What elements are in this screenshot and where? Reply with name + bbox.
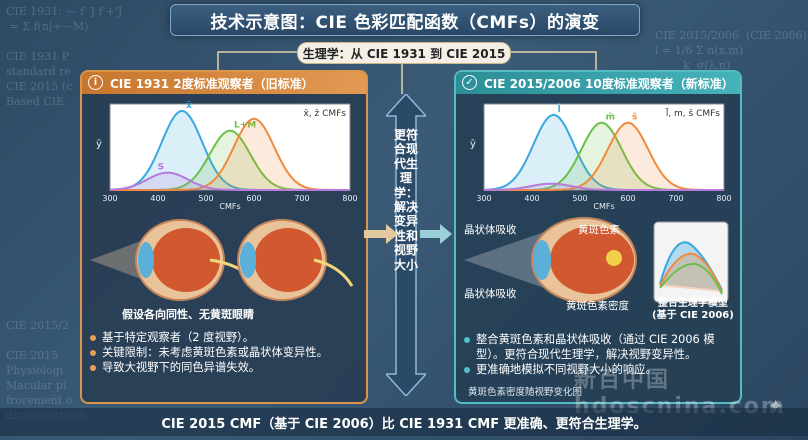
left-bullet-2: 关键限制：未考虑黄斑色素或晶状体变异性。	[90, 345, 358, 360]
eye-lens-right	[533, 240, 551, 280]
chart1-series-line-2	[110, 117, 350, 191]
lens-label: 晶状体吸收	[464, 224, 517, 236]
chart1-series-label-0: x̄	[186, 101, 192, 111]
eye-retina-2	[254, 228, 322, 292]
eye-caption-left: 假设各向同性、无黄斑眼睛	[122, 308, 254, 321]
chart1-xtick-4: 700	[294, 194, 309, 203]
right-panel-header-text: CIE 2015/2006 10度标准观察者（新标准）	[484, 76, 734, 91]
chart1-series-line-3	[109, 171, 350, 191]
right-panel-cie2015: ✓ CIE 2015/2006 10度标准观察者（新标准） 300 400 500 6…	[454, 70, 742, 404]
chart2-xtick-0: 300	[476, 194, 491, 203]
chart1-series-label-3: S	[158, 163, 164, 173]
right-panel-header: ✓ CIE 2015/2006 10度标准观察者（新标准）	[456, 72, 740, 94]
chart2-series-label-1: m̄	[606, 113, 615, 123]
chart1-series-fill-0	[110, 110, 350, 190]
chart1-xtick-3: 600	[246, 194, 261, 203]
chart1-xtick-5: 800	[342, 194, 357, 203]
model-graph-box	[653, 221, 729, 303]
eye-retina-right	[550, 226, 634, 294]
chart2-series-line-3	[484, 182, 724, 191]
page-title: 技术示意图：CIE 色彩匹配函数（CMFs）的演变	[210, 12, 600, 33]
right-bullet-2: 更准确地模拟不同视野大小的响应。	[464, 362, 732, 377]
title-bar: 技术示意图：CIE 色彩匹配函数（CMFs）的演变	[170, 4, 640, 36]
bg-formula-left: CIE 1931: — f' J f'+'J = Σ f(n|+—M) CIE …	[6, 5, 123, 108]
check-icon: ✓	[462, 75, 477, 90]
eye-illustration-left	[90, 219, 354, 301]
eye-lens-1	[138, 242, 154, 278]
model-label: 整合生理学模型 (基于 CIE 2006)	[652, 298, 734, 321]
chart1-xlabel: CMFs	[219, 202, 240, 210]
chart1-series-fill-1	[110, 130, 350, 190]
chart2-xtick-4: 700	[668, 194, 683, 203]
chart-cie2015: 300 400 500 600 700 800 ȳ CMFs l̄ m̄ s̄ l̄, m, s̄ C…	[464, 98, 732, 210]
chart2-legend: l̄, m, s̄ CMFs	[665, 107, 720, 119]
subtitle-connectors	[217, 51, 597, 94]
eye-illustration-right	[464, 217, 729, 303]
chart2-series-fill-0	[484, 114, 724, 190]
right-bullets: 整合黄斑色素和晶状体吸收（通过 CIE 2006 模型）。更符合现代生理学，解决…	[464, 332, 732, 377]
chart1-legend: x̄, z̄ CMFs	[303, 109, 346, 119]
left-bullets: 基于特定观察者（2 度视野）。 关键限制：未考虑黄斑色素或晶状体变异性。 导致大…	[90, 330, 358, 375]
right-bottom-note: 黄斑色素密度随视野变化图	[468, 387, 583, 398]
chart1-ylabel: ȳ	[96, 139, 102, 150]
chart-cie2015-svg: 300 400 500 600 700 800 ȳ CMFs l̄ m̄ s̄ l̄, m, s̄ C…	[470, 103, 732, 210]
left-panel-header-text: CIE 1931 2度标准观察者（旧标准）	[110, 76, 314, 91]
chart1-series-fill-2	[110, 118, 350, 190]
info-icon: i	[88, 75, 103, 90]
center-arrow-text: 更符合现代生理学：解决变异性和视野大小	[393, 128, 418, 272]
chart1-plot-area	[109, 103, 351, 191]
chart2-xtick-1: 400	[524, 194, 539, 203]
chart1-series-fill-3	[110, 172, 350, 190]
eye-retina-1	[152, 228, 220, 292]
chart2-ylabel: ȳ	[470, 139, 476, 150]
subtitle-text: 生理学：从 CIE 1931 到 CIE 2015	[302, 46, 506, 61]
right-bullet-1: 整合黄斑色素和晶状体吸收（通过 CIE 2006 模型）。更符合现代生理学，解决…	[464, 332, 732, 362]
chart2-series-label-2: s̄	[632, 113, 637, 123]
density-label: 黄斑色素密度	[566, 300, 629, 312]
footer-text: CIE 2015 CMF（基于 CIE 2006）比 CIE 1931 CMF …	[161, 416, 647, 432]
subtitle: 生理学：从 CIE 1931 到 CIE 2015	[297, 42, 511, 64]
left-bullet-3: 导致大视野下的同色异谱失效。	[90, 360, 358, 375]
footer-banner: CIE 2015 CMF（基于 CIE 2006）比 CIE 1931 CMF …	[0, 408, 808, 436]
chart2-xtick-3: 600	[620, 194, 635, 203]
lens-label-2: 晶状体吸收	[464, 288, 517, 300]
macular-label: 黄斑色素	[578, 224, 620, 236]
left-panel-cie1931: i CIE 1931 2度标准观察者（旧标准） 300 400 500 600 700 8…	[80, 70, 368, 404]
left-to-center-arrow	[364, 224, 452, 244]
macula-spot	[606, 250, 622, 266]
chart1-xtick-0: 300	[102, 194, 117, 203]
chart2-xtick-5: 800	[716, 194, 731, 203]
chart1-xtick-1: 400	[150, 194, 165, 203]
left-panel-header: i CIE 1931 2度标准观察者（旧标准）	[82, 72, 366, 94]
chart2-series-label-0: l̄	[557, 103, 561, 115]
chart2-xlabel: CMFs	[593, 202, 614, 210]
chart2-plot-area	[483, 103, 725, 191]
chart2-series-fill-3	[484, 183, 724, 190]
chart2-xtick-2: 500	[572, 194, 587, 203]
light-beam-right	[464, 232, 544, 288]
eye-lens-2	[240, 242, 256, 278]
chart2-series-fill-2	[484, 122, 724, 190]
left-bullet-1: 基于特定观察者（2 度视野）。	[90, 330, 358, 345]
chart1-xtick-2: 500	[198, 194, 213, 203]
physiology-side-label: 生理学 匹配函数	[676, 138, 720, 165]
center-double-arrow	[386, 94, 426, 396]
chart2-series-line-2	[484, 121, 724, 191]
optic-nerve-2	[313, 258, 354, 287]
